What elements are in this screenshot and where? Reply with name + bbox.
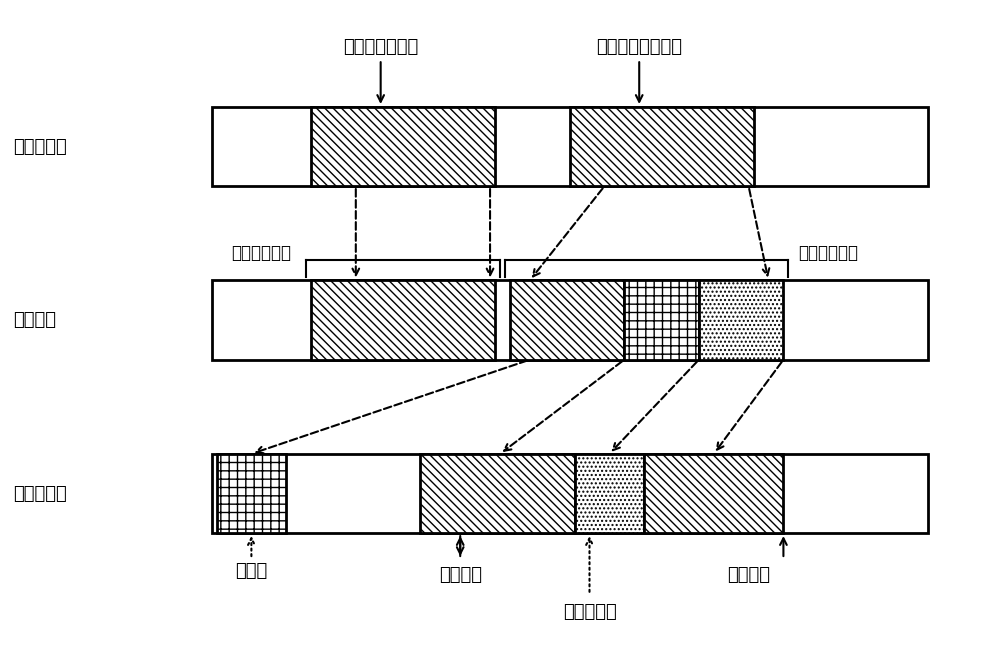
- Text: 分布式事务: 分布式事务: [563, 604, 616, 622]
- Bar: [644, 454, 783, 533]
- Bar: [624, 281, 699, 360]
- Text: 本地元数据更新: 本地元数据更新: [343, 39, 418, 56]
- Text: 本地日志事务: 本地日志事务: [231, 244, 291, 262]
- Text: 超级块: 超级块: [235, 562, 268, 580]
- Text: 本地日志事务: 本地日志事务: [798, 244, 858, 262]
- Text: 最久偏移: 最久偏移: [439, 566, 482, 584]
- Text: 本地日志: 本地日志: [13, 311, 56, 329]
- Bar: [570, 107, 754, 186]
- Text: 元数据磁盘: 元数据磁盘: [13, 137, 66, 155]
- Bar: [217, 454, 286, 533]
- Bar: [212, 107, 928, 186]
- Bar: [311, 281, 495, 360]
- Bar: [212, 454, 928, 533]
- Bar: [420, 454, 575, 533]
- Text: 当前偏移: 当前偏移: [727, 566, 770, 584]
- Bar: [575, 454, 644, 533]
- Bar: [212, 281, 928, 360]
- Text: 分布式日志: 分布式日志: [13, 484, 66, 502]
- Bar: [699, 281, 783, 360]
- Text: 分布式元数据更新: 分布式元数据更新: [596, 39, 682, 56]
- Bar: [510, 281, 624, 360]
- Bar: [311, 107, 495, 186]
